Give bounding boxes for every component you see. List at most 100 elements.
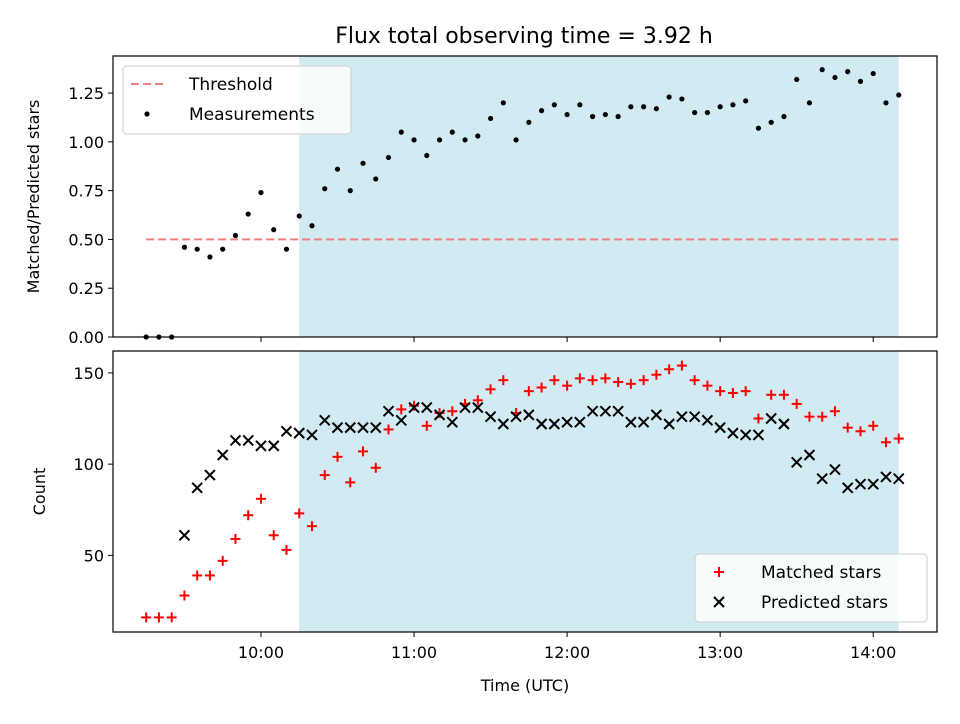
matched-star-point (868, 420, 879, 431)
measurement-point (449, 129, 455, 135)
measurement-point (794, 76, 800, 83)
matched-star-point (727, 387, 738, 398)
measurement-point (360, 160, 366, 166)
measurement-point (666, 94, 672, 100)
x-b (523, 409, 535, 421)
x-tick-label: 14:00 (850, 643, 896, 662)
x-b (421, 401, 433, 414)
predicted-star-point (357, 421, 369, 434)
predicted-star-point (548, 418, 561, 430)
matched-star-point (332, 451, 343, 462)
chart-title: Flux total observing time = 3.92 h (335, 24, 713, 49)
legend: Matched stars Predicted stars (694, 553, 928, 623)
x-b (433, 409, 446, 421)
x-b (382, 405, 395, 417)
x-b (701, 414, 714, 427)
matched-star-point (600, 373, 611, 384)
measurement-point (628, 104, 634, 110)
measurement-point (526, 119, 532, 125)
matched-star-point (153, 612, 164, 623)
x-b (612, 405, 624, 417)
matched-star-point (523, 386, 534, 397)
measurement-point (679, 96, 685, 102)
y-tick-label: 100 (73, 455, 104, 474)
measurement-point (513, 137, 519, 143)
matched-star-point (829, 406, 840, 417)
x-b (637, 416, 650, 428)
legend-matched-swatch (714, 567, 724, 577)
matched-star-point (306, 521, 317, 532)
matched-star-point (396, 404, 407, 415)
measurement-point (296, 213, 302, 219)
matched-star-point (141, 612, 152, 623)
x-b (446, 416, 459, 428)
predicted-star-point (497, 418, 510, 430)
matched-star-point (421, 420, 432, 431)
measurement-point (692, 109, 698, 116)
x-b (880, 471, 892, 483)
predicted-star-point (472, 401, 484, 414)
measurement-point (832, 74, 838, 81)
matched-star-point (179, 590, 190, 601)
predicted-star-point (229, 434, 242, 447)
predicted-star-point (612, 405, 624, 417)
measurement-point (309, 223, 315, 229)
matched-star-point (638, 375, 649, 386)
predicted-star-point (816, 473, 828, 485)
predicted-star-point (893, 473, 905, 485)
measurement-point (806, 100, 813, 106)
x-b (497, 418, 510, 430)
predicted-star-point (523, 409, 535, 421)
matched-star-point (562, 380, 573, 391)
x-b (268, 440, 280, 452)
matched-star-point (893, 433, 904, 444)
y-tick-label: 0.75 (68, 182, 104, 201)
predicted-star-point (637, 416, 650, 428)
shaded-region (299, 56, 899, 337)
x-b (484, 410, 497, 423)
measurement-point (551, 102, 557, 108)
x-b (331, 421, 344, 434)
measurement-point (641, 104, 647, 110)
predicted-star-point (191, 482, 203, 494)
x-b (191, 482, 203, 494)
y-axis-label: Count (30, 468, 49, 516)
x-b (676, 410, 688, 423)
measurement-point (258, 189, 264, 196)
x-b (765, 412, 777, 425)
predicted-star-point (306, 429, 318, 441)
measurement-point (475, 133, 481, 139)
panel-1: 0.00 0.25 0.50 0.75 1.00 1.25 Matched/Predicte… (24, 55, 938, 347)
matched-star-point (574, 373, 585, 384)
matched-star-point (842, 422, 853, 433)
axes-frame (112, 350, 938, 633)
predicted-star-point (268, 440, 280, 452)
legend-predicted-swatch (713, 596, 725, 608)
matched-star-point (753, 413, 764, 424)
predicted-star-point (663, 418, 675, 430)
x-b (714, 421, 726, 434)
matched-star-point (434, 408, 445, 419)
predicted-star-point (854, 478, 867, 490)
measurement-point (870, 70, 876, 77)
measurement-point (245, 211, 251, 217)
x-b (816, 473, 828, 485)
measurement-point (220, 246, 226, 252)
x-b (650, 409, 663, 421)
x-b (395, 414, 407, 427)
predicted-star-point (842, 482, 854, 494)
x-b (535, 418, 548, 430)
measurement-point (590, 113, 596, 120)
matched-star-point (447, 406, 458, 417)
x-b (216, 449, 229, 461)
x-b (548, 418, 561, 430)
predicted-star-point (765, 412, 777, 425)
predicted-star-point (701, 414, 714, 427)
legend-entry-label: Predicted stars (761, 593, 888, 613)
legend: Threshold Measurements (122, 65, 352, 135)
measurement-point (602, 111, 608, 118)
matched-star-point (409, 400, 420, 411)
x-b (803, 449, 816, 461)
x-b (739, 429, 752, 441)
